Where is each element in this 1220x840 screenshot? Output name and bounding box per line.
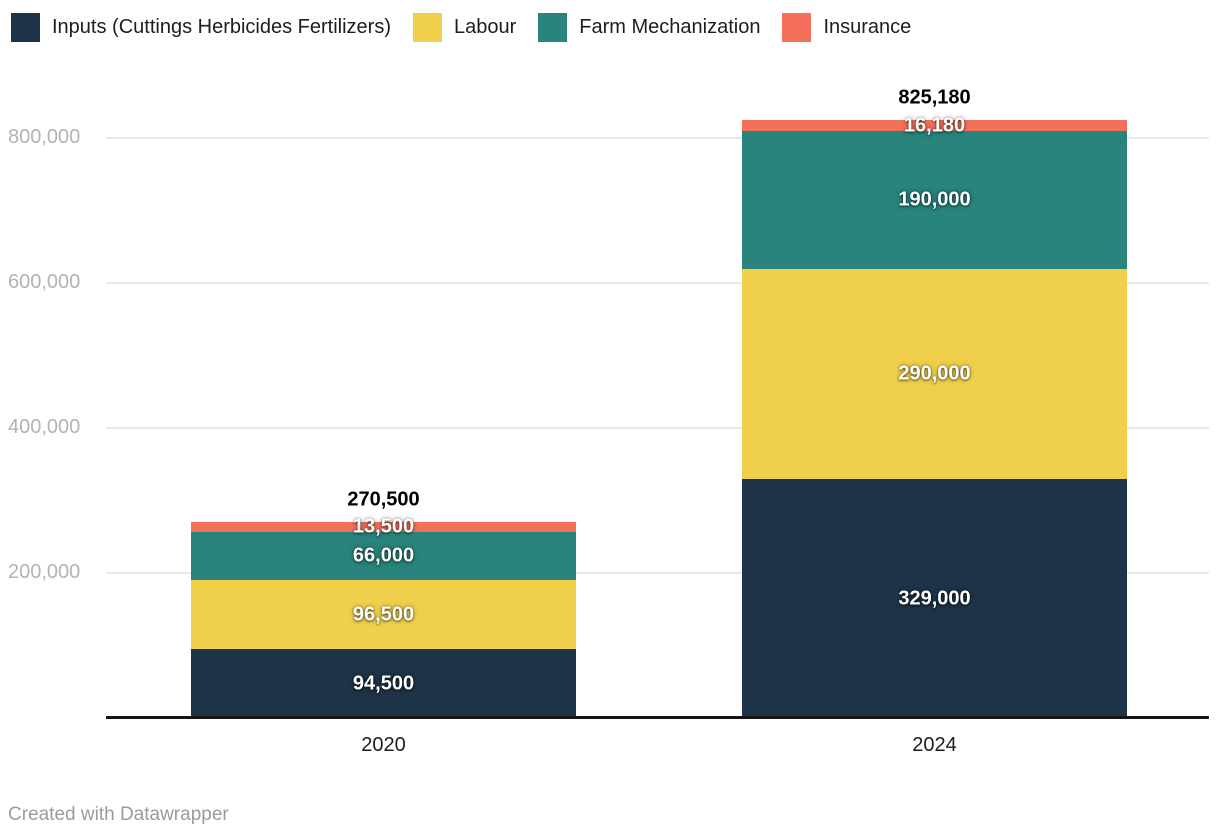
legend-swatch-icon bbox=[11, 13, 40, 42]
legend-swatch-icon bbox=[413, 13, 442, 42]
y-axis-tick-label: 800,000 bbox=[8, 126, 81, 149]
bar-segment-farm-mechanization-2024[interactable] bbox=[742, 131, 1127, 270]
legend-item-insurance: Insurance bbox=[782, 13, 911, 42]
legend-item-farm-mechanization: Farm Mechanization bbox=[538, 13, 760, 42]
bar-segment-labour-2024[interactable] bbox=[742, 269, 1127, 480]
x-axis-category-label: 2020 bbox=[361, 734, 406, 756]
bar-segment-insurance-2024[interactable] bbox=[742, 119, 1127, 132]
y-axis-tick-label: 200,000 bbox=[8, 561, 81, 584]
legend: Inputs (Cuttings Herbicides Fertilizers)… bbox=[11, 13, 911, 42]
bar-segment-labour-2020[interactable] bbox=[191, 579, 576, 650]
gridline-200000 bbox=[106, 572, 1209, 574]
legend-item-labour: Labour bbox=[413, 13, 516, 42]
bar-segment-value-label: 190,000 bbox=[898, 188, 971, 211]
datawrapper-credit-link[interactable]: Created with Datawrapper bbox=[8, 804, 229, 825]
bar-segment-value-label: 290,000 bbox=[898, 362, 971, 385]
bar-segment-farm-mechanization-2020[interactable] bbox=[191, 531, 576, 580]
bar-segment-value-label: 66,000 bbox=[352, 544, 415, 567]
legend-label: Farm Mechanization bbox=[579, 16, 761, 38]
legend-swatch-icon bbox=[538, 13, 568, 42]
legend-label: Insurance bbox=[823, 16, 912, 38]
gridline-800000 bbox=[106, 137, 1209, 139]
bar-segment-value-label: 94,500 bbox=[352, 672, 415, 695]
legend-swatch-icon bbox=[782, 13, 812, 42]
bar-segment-value-label: 329,000 bbox=[898, 587, 971, 610]
bar-segment-value-label: 16,180 bbox=[903, 114, 966, 137]
x-axis-line bbox=[106, 716, 1209, 719]
x-axis-category-label: 2024 bbox=[912, 734, 957, 756]
gridline-400000 bbox=[106, 427, 1209, 429]
legend-label: Labour bbox=[454, 16, 517, 38]
bar-total-label: 825,180 bbox=[898, 86, 971, 109]
gridline-600000 bbox=[106, 282, 1209, 284]
bar-segment-inputs-cuttings-herbicides-fertilizers-2020[interactable] bbox=[191, 649, 576, 718]
bar-segment-value-label: 96,500 bbox=[352, 603, 415, 625]
bar-total-label: 270,500 bbox=[347, 488, 420, 511]
y-axis-tick-label: 600,000 bbox=[8, 271, 81, 294]
legend-label: Inputs (Cuttings Herbicides Fertilizers) bbox=[52, 16, 391, 38]
legend-item-inputs-cuttings-herbicides-fertilizers: Inputs (Cuttings Herbicides Fertilizers) bbox=[11, 13, 391, 42]
bar-segment-inputs-cuttings-herbicides-fertilizers-2024[interactable] bbox=[742, 479, 1127, 718]
bar-segment-value-label: 13,500 bbox=[352, 515, 415, 538]
y-axis-tick-label: 400,000 bbox=[8, 416, 81, 439]
bar-segment-insurance-2020[interactable] bbox=[191, 521, 576, 532]
